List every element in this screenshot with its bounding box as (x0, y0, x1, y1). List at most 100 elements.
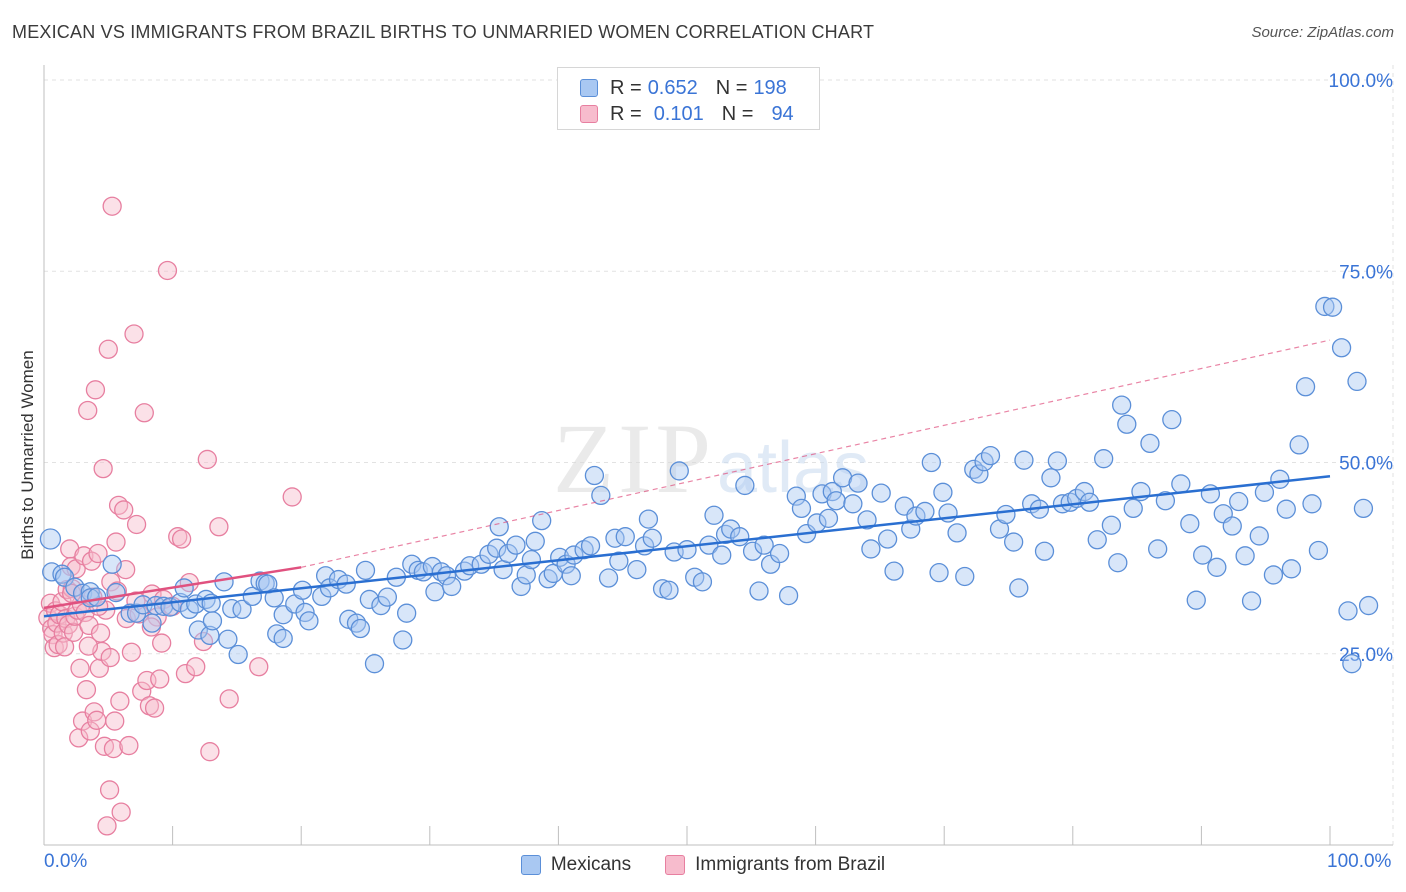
mexicans-point (364, 654, 385, 674)
n-label: N = (715, 76, 748, 99)
mexicans-point (214, 572, 234, 592)
mexicans-point (1347, 371, 1367, 392)
mexicans-point (142, 613, 162, 633)
trend-lines (43, 339, 1331, 618)
mexicans-point (1171, 474, 1191, 494)
mexicans-point (955, 566, 975, 587)
watermark-zip: ZIP (553, 403, 715, 514)
r-label: R = (610, 76, 642, 99)
mexicans-point (857, 510, 877, 530)
brazil-point (78, 636, 99, 656)
brazil-point (152, 633, 172, 653)
brazil-point (121, 642, 142, 662)
stats-row-brazil: R = 0.101 N = 94 (580, 102, 794, 126)
mexicans-point (704, 505, 724, 525)
mexicans-trend-line (43, 475, 1331, 618)
brazil-point (99, 780, 120, 800)
mexicans-point (1338, 601, 1358, 621)
brazil-point (209, 517, 229, 537)
series-legend: Mexicans Immigrants from Brazil (0, 851, 1406, 879)
mexicans-point (200, 625, 220, 646)
mexicans-point (921, 452, 941, 473)
legend-label-brazil: Immigrants from Brazil (695, 854, 886, 875)
mexicans-point (1302, 494, 1322, 514)
mexicans-point (52, 564, 72, 584)
mexicans-point (580, 536, 601, 556)
mexicans-point (826, 491, 846, 511)
mexicans-point (642, 528, 662, 548)
y-tick-labels: 25.0% 50.0% 75.0% 100.0% (1329, 71, 1394, 666)
legend-item-brazil[interactable]: Immigrants from Brazil (665, 854, 885, 876)
mexicans-point (1254, 482, 1275, 502)
mexicans-point (861, 539, 881, 559)
y-tick-label-50: 50.0% (1339, 454, 1393, 475)
stats-row-mexicans: R = 0.652 N = 198 (580, 76, 787, 100)
mexicans-point (1003, 532, 1024, 552)
mexicans-point (1331, 338, 1352, 358)
mexicans-point (1207, 557, 1227, 577)
brazil-point (111, 802, 131, 822)
brazil-point (97, 816, 117, 836)
mexicans-point (538, 569, 558, 589)
brazil-point (54, 637, 75, 657)
brazil-point (80, 721, 100, 741)
mexicans-point (1047, 451, 1068, 471)
chart-title: MEXICAN VS IMMIGRANTS FROM BRAZIL BIRTHS… (12, 22, 875, 42)
brazil-point (100, 647, 120, 668)
mexicans-point (493, 559, 513, 580)
mexicans-point (1263, 565, 1284, 585)
mexicans-point (264, 588, 284, 608)
brazil-point (175, 663, 196, 684)
brazil-point (81, 551, 102, 571)
mexicans-point (947, 523, 967, 543)
mexicans-point (1041, 468, 1061, 488)
mexicans-point (659, 580, 679, 600)
mexicans-point (228, 644, 248, 665)
r-value: 0.652 (647, 76, 698, 99)
mexicans-point (506, 535, 526, 555)
mexicans-point (969, 464, 989, 484)
brazil-trend-line (43, 566, 302, 610)
mexicans-point (1289, 435, 1309, 455)
mexicans-point (299, 611, 319, 631)
mexicans-point (1155, 491, 1176, 511)
mexicans-point (511, 576, 531, 597)
brazil-point (197, 449, 217, 470)
mexicans-point (778, 585, 799, 606)
brazil-point (134, 403, 154, 423)
mexicans-point (1193, 545, 1213, 565)
mexicans-point (1235, 546, 1255, 566)
brazil-point (282, 487, 302, 507)
mexicans-point (615, 527, 635, 547)
brazil-point (110, 691, 130, 711)
mexicans-point (1140, 433, 1160, 454)
mexicans-point (1249, 526, 1269, 546)
mexicans-point (712, 545, 732, 565)
mexicans-series (39, 296, 1379, 674)
mexicans-point (1180, 514, 1200, 534)
mexicans-point (479, 544, 499, 564)
brazil-point (105, 711, 125, 731)
mexicans-point (1034, 541, 1055, 561)
y-tick-label-25: 25.0% (1339, 645, 1393, 666)
mexicans-point (222, 598, 242, 619)
mexicans-point (933, 482, 953, 502)
mexicans-point (735, 475, 755, 496)
mexicans-point (786, 486, 806, 506)
legend-item-mexicans[interactable]: Mexicans (520, 854, 631, 876)
brazil-point (186, 657, 206, 677)
mexicans-swatch (580, 79, 598, 97)
mexicans-point (1094, 449, 1114, 469)
brazil-point (157, 260, 178, 281)
brazil-point (150, 669, 170, 689)
mexicans-point (355, 560, 376, 581)
mexicans-point (638, 509, 659, 529)
n-value: 94 (771, 102, 794, 125)
brazil-point (200, 742, 220, 762)
brazil-point (88, 543, 108, 564)
brazil-point (70, 658, 90, 678)
mexicans-point (749, 581, 769, 601)
mexicans-point (525, 531, 545, 551)
mexicans-point (1222, 516, 1242, 536)
mexicans-point (669, 461, 689, 481)
